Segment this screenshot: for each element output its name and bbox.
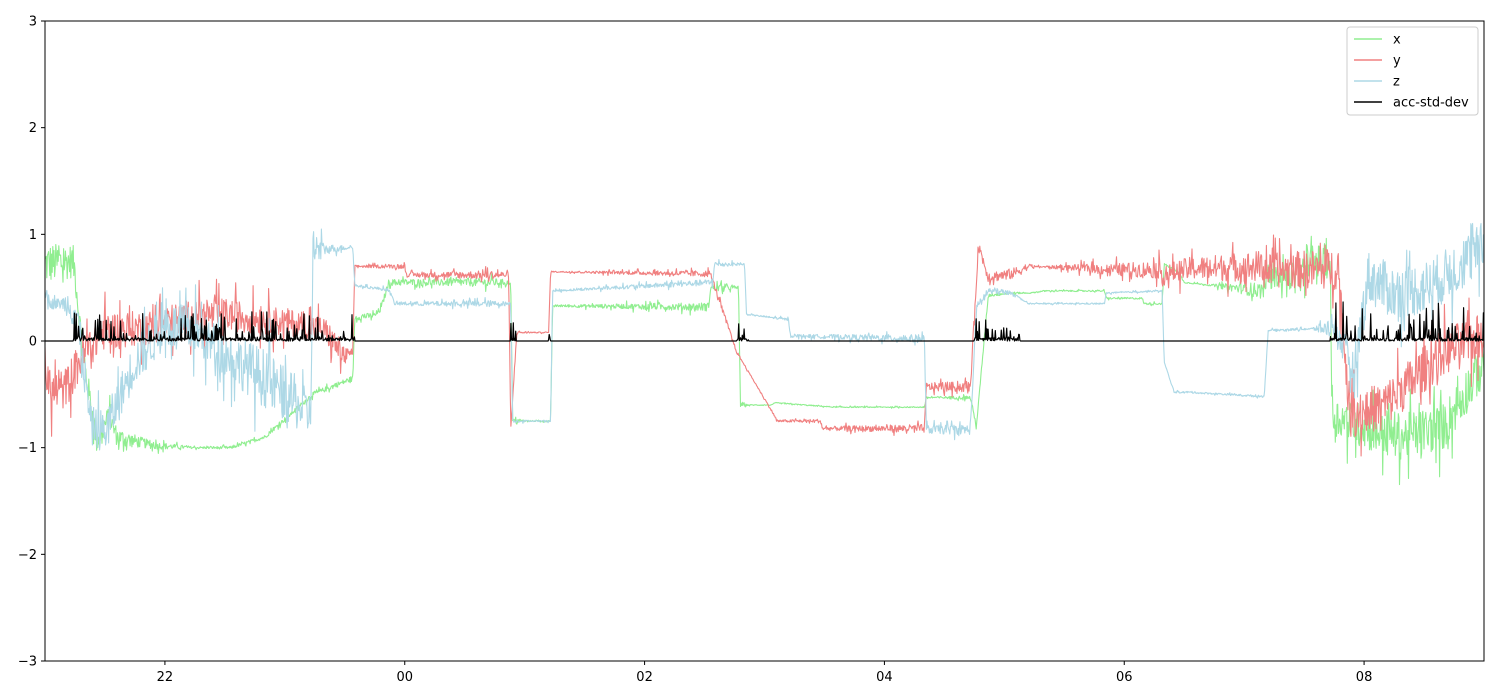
y-tick-label: 1: [29, 228, 37, 243]
x-tick-label: 08: [1356, 670, 1373, 685]
series-line-z: [45, 222, 1484, 451]
y-tick-label: −3: [18, 655, 37, 670]
y-tick-label: −1: [18, 441, 37, 456]
y-tick-label: −2: [18, 548, 37, 563]
plot-area: [45, 222, 1484, 486]
series-line-acc-std-dev: [45, 301, 1484, 342]
legend-label-z: z: [1393, 75, 1400, 90]
y-tick-label: 2: [29, 121, 37, 136]
x-tick-label: 04: [876, 670, 893, 685]
legend: xyz acc-std-dev: [1346, 26, 1479, 116]
x-tick-label: 06: [1116, 670, 1133, 685]
legend-box: [1346, 26, 1479, 116]
x-tick-label: 22: [157, 670, 174, 685]
y-tick-label: 3: [29, 15, 37, 30]
y-tick-label: 0: [29, 335, 37, 350]
legend-label-x: x: [1393, 33, 1401, 48]
legend-label-acc-std-dev: acc-std-dev: [1393, 96, 1469, 111]
series-line-x: [45, 235, 1484, 486]
x-tick-label: 00: [396, 670, 413, 685]
x-tick-label: 02: [636, 670, 653, 685]
series-line-y: [45, 234, 1484, 457]
axes: −3 −2 −1 0 1 2 3 22 00 02 04 06 08: [18, 15, 1485, 685]
legend-label-y: y: [1393, 54, 1401, 69]
